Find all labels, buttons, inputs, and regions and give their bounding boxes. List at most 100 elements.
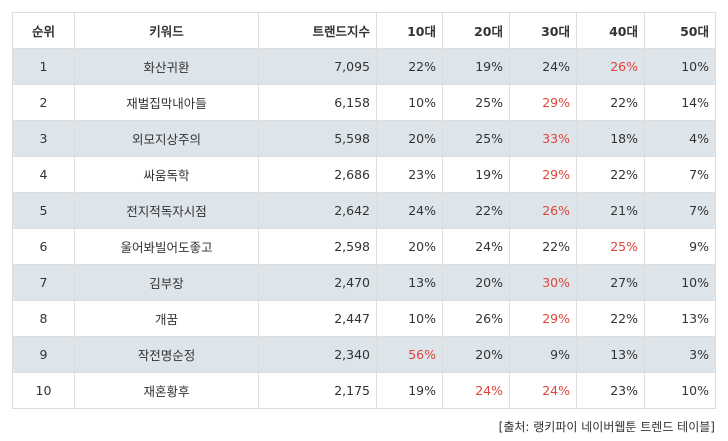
table-body: 1 화산귀환 7,095 22% 19% 24% 26% 10% 2 재벌집막내아들 6,158 10… — [12, 48, 716, 409]
table-row: 6 울어봐빌어도좋고 2,598 20% 24% 22% 25% 9% — [12, 228, 716, 265]
source-caption: [출처: 랭키파이 네이버웹툰 트렌드 테이블] — [498, 420, 715, 434]
trend-table: 순위 키워드 트랜드지수 10대 20대 30대 40대 50대 1 화산귀환 7,… — [12, 12, 716, 409]
trend-table-container: 순위 키워드 트랜드지수 10대 20대 30대 40대 50대 1 화산귀환 7,… — [12, 12, 716, 409]
keyword-cell: 울어봐빌어도좋고 — [74, 228, 259, 265]
age-50s-cell: 7% — [644, 156, 716, 193]
col-header-trend-index: 트랜드지수 — [258, 12, 377, 49]
col-header-age-40s: 40대 — [576, 12, 645, 49]
keyword-cell: 재벌집막내아들 — [74, 84, 259, 121]
age-40s-cell: 13% — [576, 336, 645, 373]
age-10s-cell: 19% — [376, 372, 443, 409]
age-30s-cell: 9% — [509, 336, 577, 373]
rank-cell: 4 — [12, 156, 75, 193]
trend-index-cell: 2,470 — [258, 264, 377, 301]
keyword-cell: 김부장 — [74, 264, 259, 301]
table-row: 1 화산귀환 7,095 22% 19% 24% 26% 10% — [12, 48, 716, 85]
age-30s-cell: 24% — [509, 48, 577, 85]
age-10s-cell: 24% — [376, 192, 443, 229]
age-20s-cell: 26% — [442, 300, 510, 337]
rank-cell: 6 — [12, 228, 75, 265]
age-40s-cell: 22% — [576, 300, 645, 337]
trend-index-cell: 2,447 — [258, 300, 377, 337]
age-30s-cell: 24% — [509, 372, 577, 409]
age-30s-cell: 22% — [509, 228, 577, 265]
age-30s-cell: 33% — [509, 120, 577, 157]
col-header-age-50s: 50대 — [644, 12, 716, 49]
col-header-age-30s: 30대 — [509, 12, 577, 49]
keyword-cell: 작전명순정 — [74, 336, 259, 373]
table-row: 5 전지적독자시점 2,642 24% 22% 26% 21% 7% — [12, 192, 716, 229]
keyword-cell: 화산귀환 — [74, 48, 259, 85]
age-20s-cell: 20% — [442, 264, 510, 301]
age-40s-cell: 21% — [576, 192, 645, 229]
age-40s-cell: 23% — [576, 372, 645, 409]
age-30s-cell: 29% — [509, 84, 577, 121]
col-header-rank: 순위 — [12, 12, 75, 49]
rank-cell: 5 — [12, 192, 75, 229]
age-10s-cell: 20% — [376, 228, 443, 265]
table-row: 10 재혼황후 2,175 19% 24% 24% 23% 10% — [12, 372, 716, 409]
age-50s-cell: 3% — [644, 336, 716, 373]
rank-cell: 7 — [12, 264, 75, 301]
trend-index-cell: 5,598 — [258, 120, 377, 157]
table-row: 9 작전명순정 2,340 56% 20% 9% 13% 3% — [12, 336, 716, 373]
trend-index-cell: 2,598 — [258, 228, 377, 265]
age-50s-cell: 9% — [644, 228, 716, 265]
trend-index-cell: 7,095 — [258, 48, 377, 85]
age-50s-cell: 10% — [644, 372, 716, 409]
age-50s-cell: 10% — [644, 48, 716, 85]
keyword-cell: 싸움독학 — [74, 156, 259, 193]
age-50s-cell: 4% — [644, 120, 716, 157]
age-40s-cell: 22% — [576, 156, 645, 193]
age-10s-cell: 56% — [376, 336, 443, 373]
rank-cell: 10 — [12, 372, 75, 409]
header-row: 순위 키워드 트랜드지수 10대 20대 30대 40대 50대 — [12, 12, 716, 49]
age-40s-cell: 18% — [576, 120, 645, 157]
trend-index-cell: 2,175 — [258, 372, 377, 409]
age-20s-cell: 25% — [442, 120, 510, 157]
rank-cell: 9 — [12, 336, 75, 373]
age-20s-cell: 19% — [442, 48, 510, 85]
age-40s-cell: 27% — [576, 264, 645, 301]
col-header-keyword: 키워드 — [74, 12, 259, 49]
rank-cell: 8 — [12, 300, 75, 337]
age-20s-cell: 22% — [442, 192, 510, 229]
rank-cell: 2 — [12, 84, 75, 121]
trend-index-cell: 2,340 — [258, 336, 377, 373]
age-40s-cell: 22% — [576, 84, 645, 121]
trend-index-cell: 6,158 — [258, 84, 377, 121]
col-header-age-20s: 20대 — [442, 12, 510, 49]
age-10s-cell: 13% — [376, 264, 443, 301]
age-20s-cell: 20% — [442, 336, 510, 373]
age-10s-cell: 22% — [376, 48, 443, 85]
trend-index-cell: 2,642 — [258, 192, 377, 229]
table-row: 7 김부장 2,470 13% 20% 30% 27% 10% — [12, 264, 716, 301]
age-30s-cell: 29% — [509, 156, 577, 193]
age-40s-cell: 26% — [576, 48, 645, 85]
age-50s-cell: 13% — [644, 300, 716, 337]
rank-cell: 3 — [12, 120, 75, 157]
age-30s-cell: 29% — [509, 300, 577, 337]
col-header-age-10s: 10대 — [376, 12, 443, 49]
age-10s-cell: 10% — [376, 300, 443, 337]
keyword-cell: 재혼황후 — [74, 372, 259, 409]
age-50s-cell: 14% — [644, 84, 716, 121]
age-30s-cell: 30% — [509, 264, 577, 301]
age-10s-cell: 23% — [376, 156, 443, 193]
table-row: 4 싸움독학 2,686 23% 19% 29% 22% 7% — [12, 156, 716, 193]
rank-cell: 1 — [12, 48, 75, 85]
keyword-cell: 개꿈 — [74, 300, 259, 337]
table-row: 2 재벌집막내아들 6,158 10% 25% 29% 22% 14% — [12, 84, 716, 121]
age-40s-cell: 25% — [576, 228, 645, 265]
trend-index-cell: 2,686 — [258, 156, 377, 193]
age-10s-cell: 20% — [376, 120, 443, 157]
keyword-cell: 외모지상주의 — [74, 120, 259, 157]
age-20s-cell: 19% — [442, 156, 510, 193]
age-10s-cell: 10% — [376, 84, 443, 121]
age-20s-cell: 24% — [442, 228, 510, 265]
age-20s-cell: 24% — [442, 372, 510, 409]
table-row: 3 외모지상주의 5,598 20% 25% 33% 18% 4% — [12, 120, 716, 157]
age-50s-cell: 10% — [644, 264, 716, 301]
age-30s-cell: 26% — [509, 192, 577, 229]
age-20s-cell: 25% — [442, 84, 510, 121]
